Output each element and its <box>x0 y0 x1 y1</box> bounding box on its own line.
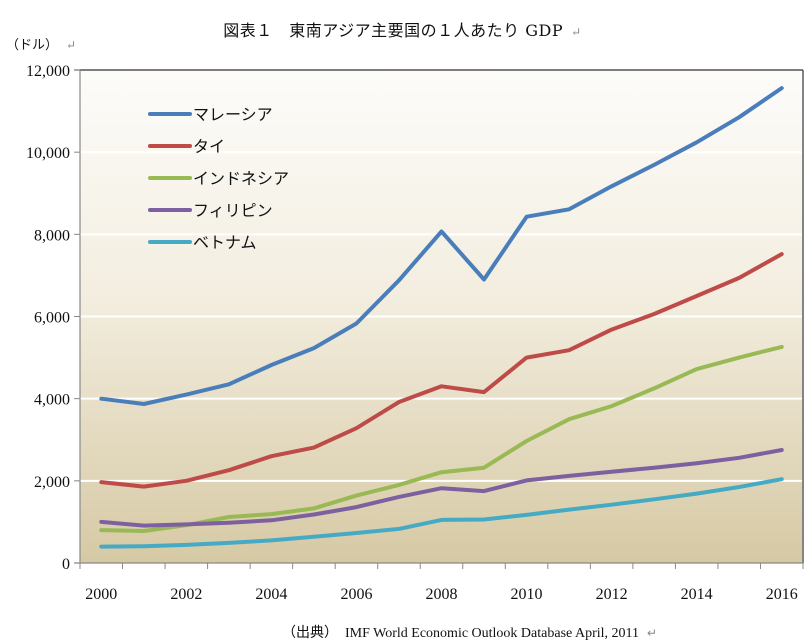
x-tick-label: 2000 <box>85 586 117 603</box>
x-tick-label: 2006 <box>340 586 372 603</box>
series-line-マレーシア <box>99 86 784 406</box>
y-tick-label: 2,000 <box>34 474 70 491</box>
y-tick-label: 0 <box>62 556 70 573</box>
chart-title-text: 図表１ 東南アジア主要国の１人あたり GDP <box>223 21 564 40</box>
x-tick-label: 2012 <box>596 586 628 603</box>
legend-label: マレーシア <box>193 105 273 124</box>
x-tick-label: 2016 <box>766 586 798 603</box>
y-tick-label: 6,000 <box>34 310 70 327</box>
y-tick-label: 4,000 <box>34 392 70 409</box>
y-tick-label: 10,000 <box>26 145 70 162</box>
legend-label: ベトナム <box>193 233 257 252</box>
series-line-タイ <box>99 252 784 489</box>
return-mark-icon: ↵ <box>66 38 77 52</box>
legend-label: フィリピン <box>193 201 273 220</box>
x-tick-label: 2008 <box>426 586 458 603</box>
chart-title: 図表１ 東南アジア主要国の１人あたり GDP ↵ <box>0 17 805 41</box>
legend-label: インドネシア <box>193 169 289 188</box>
series-line-フィリピン <box>99 448 784 528</box>
return-mark-icon: ↵ <box>647 626 658 640</box>
series-line-ベトナム <box>99 477 784 549</box>
legend-label: タイ <box>193 137 225 156</box>
source-text: （出典） IMF World Economic Outlook Database… <box>282 626 639 641</box>
gridlines <box>80 151 803 482</box>
y-tick-label: 12,000 <box>26 63 70 80</box>
y-axis-unit-label: （ドル） ↵ <box>6 34 76 53</box>
x-tick-label: 2002 <box>170 586 202 603</box>
y-axis-unit-text: （ドル） <box>6 38 59 53</box>
source-note: （出典） IMF World Economic Outlook Database… <box>282 622 657 642</box>
y-tick-label: 8,000 <box>34 227 70 244</box>
x-tick-label: 2014 <box>681 586 713 603</box>
x-tick-label: 2004 <box>255 586 287 603</box>
return-mark-icon: ↵ <box>571 25 582 39</box>
x-tick-label: 2010 <box>511 586 543 603</box>
series-line-インドネシア <box>99 344 784 533</box>
